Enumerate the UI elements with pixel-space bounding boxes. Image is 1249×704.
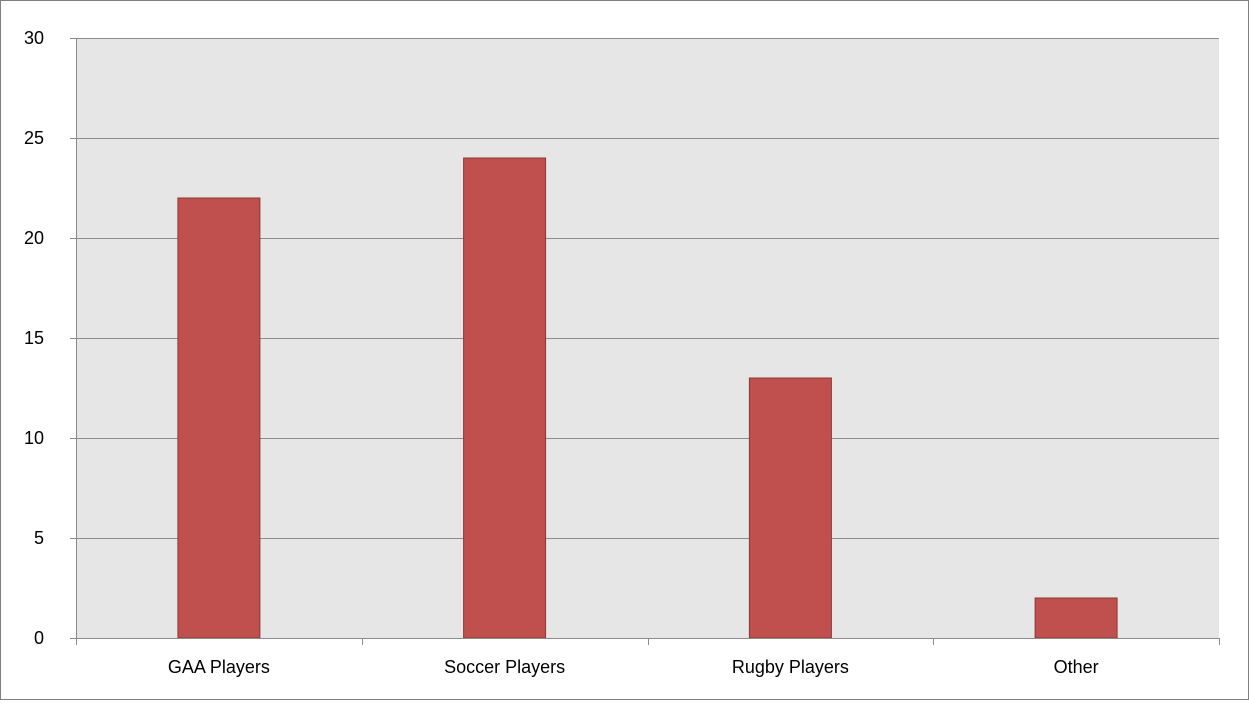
bar-rugby-players [748,377,832,639]
x-tick-label-soccer-players: Soccer Players [444,657,565,677]
y-tick-label-5: 5 [34,528,44,548]
y-tick-label-25: 25 [24,128,44,148]
y-tick-label-0: 0 [34,628,44,648]
y-tick-label-10: 10 [24,428,44,448]
tick-labels: 0 5 10 15 20 25 30 GAA Players Soccer Players Rug… [24,28,1099,677]
bar-other [1034,597,1118,639]
y-tick-label-30: 30 [24,28,44,48]
bars [177,157,1118,639]
bar-gaa-players [177,197,261,639]
y-tick-label-15: 15 [24,328,44,348]
x-tick-label-other: Other [1054,657,1099,677]
axes [70,38,1220,645]
x-tick-label-gaa-players: GAA Players [168,657,270,677]
y-tick-label-20: 20 [24,228,44,248]
bar-soccer-players [463,157,547,639]
x-tick-label-rugby-players: Rugby Players [732,657,849,677]
gridlines [76,38,1219,539]
